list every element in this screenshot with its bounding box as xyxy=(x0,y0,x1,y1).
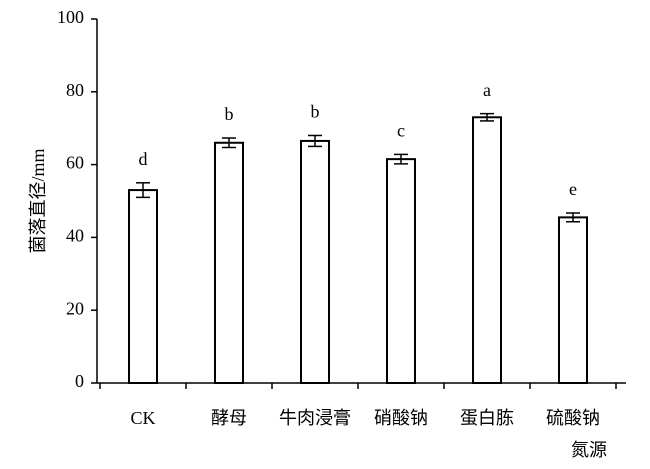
significance-letter: e xyxy=(569,179,577,199)
bar xyxy=(386,158,416,384)
x-tick-label: 牛肉浸膏 xyxy=(279,407,351,428)
bar xyxy=(128,189,158,384)
x-axis-label: 氮源 xyxy=(571,440,607,460)
significance-letter: b xyxy=(311,102,320,122)
y-tick-label: 60 xyxy=(66,153,84,173)
y-tick-label: 100 xyxy=(57,7,84,27)
bar xyxy=(300,139,330,384)
significance-letter: b xyxy=(225,104,234,124)
y-tick-label: 40 xyxy=(66,226,84,246)
bar xyxy=(472,116,502,384)
bar xyxy=(558,216,588,384)
x-tick-label: 硝酸钠 xyxy=(374,408,428,428)
y-axis-label: 菌落直径/mm xyxy=(28,148,48,253)
bar xyxy=(214,141,244,384)
x-tick-label: 酵母 xyxy=(211,408,247,428)
x-tick-label: 蛋白胨 xyxy=(460,408,514,428)
x-tick-label: CK xyxy=(130,408,155,428)
y-tick-label: 20 xyxy=(66,298,84,318)
x-tick-label: 硫酸钠 xyxy=(546,408,600,428)
significance-letter: a xyxy=(483,80,491,100)
y-tick-label: 80 xyxy=(66,80,84,100)
y-tick-label: 0 xyxy=(75,371,84,391)
significance-letter: d xyxy=(139,149,148,169)
significance-letter: c xyxy=(397,121,405,141)
